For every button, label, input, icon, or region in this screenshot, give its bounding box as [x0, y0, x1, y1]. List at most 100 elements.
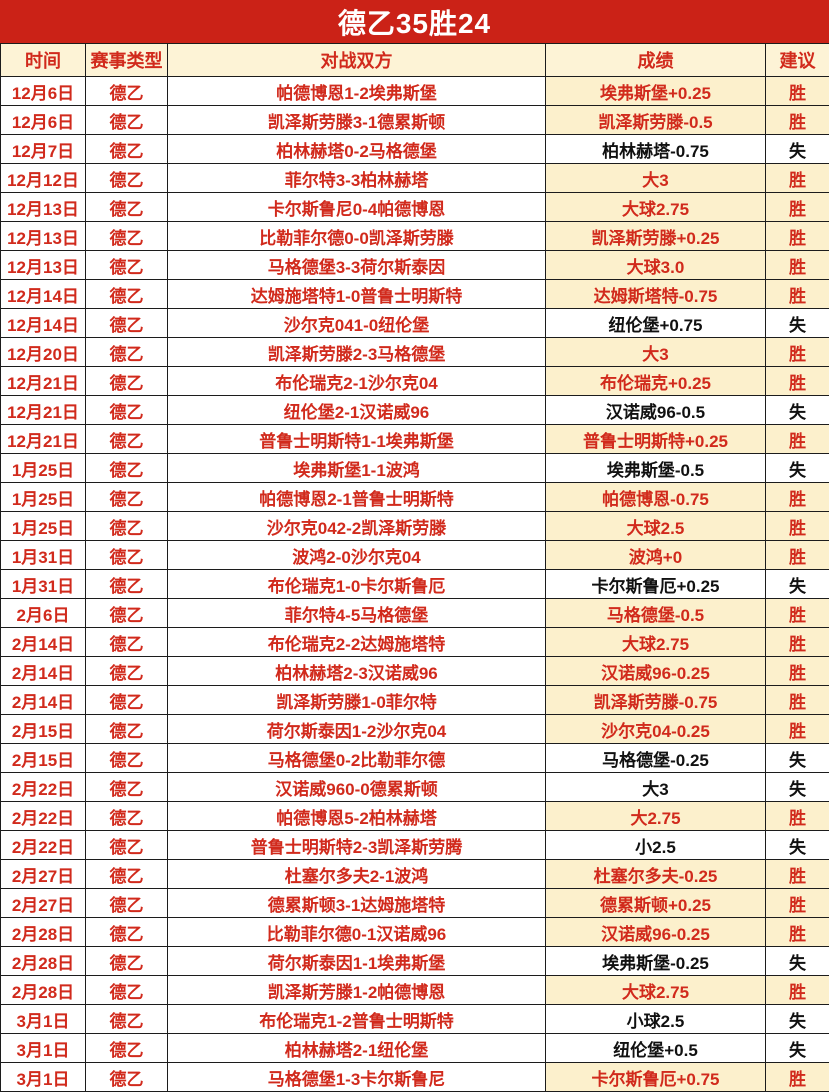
match-cell: 马格德堡0-2比勒菲尔德 [168, 744, 546, 773]
date-cell: 1月31日 [1, 541, 86, 570]
verdict-cell: 胜 [766, 222, 829, 251]
result-cell: 波鸿+0 [546, 541, 766, 570]
date-cell: 2月28日 [1, 947, 86, 976]
league-cell: 德乙 [86, 512, 168, 541]
league-cell: 德乙 [86, 77, 168, 106]
date-cell: 3月1日 [1, 1034, 86, 1063]
result-cell: 大球2.5 [546, 512, 766, 541]
match-cell: 沙尔克042-2凯泽斯劳滕 [168, 512, 546, 541]
result-cell: 大3 [546, 338, 766, 367]
match-cell: 普鲁士明斯特1-1埃弗斯堡 [168, 425, 546, 454]
match-cell: 帕德博恩2-1普鲁士明斯特 [168, 483, 546, 512]
result-cell: 埃弗斯堡-0.25 [546, 947, 766, 976]
result-cell: 凯泽斯劳滕+0.25 [546, 222, 766, 251]
match-cell: 柏林赫塔0-2马格德堡 [168, 135, 546, 164]
result-cell: 汉诺威96-0.25 [546, 657, 766, 686]
match-cell: 布伦瑞克1-2普鲁士明斯特 [168, 1005, 546, 1034]
column-header-league: 赛事类型 [86, 44, 168, 77]
match-cell: 柏林赫塔2-1纽伦堡 [168, 1034, 546, 1063]
result-cell: 杜塞尔多夫-0.25 [546, 860, 766, 889]
match-cell: 菲尔特4-5马格德堡 [168, 599, 546, 628]
date-cell: 2月28日 [1, 918, 86, 947]
match-cell: 凯泽斯劳滕2-3马格德堡 [168, 338, 546, 367]
league-cell: 德乙 [86, 744, 168, 773]
league-cell: 德乙 [86, 889, 168, 918]
result-cell: 布伦瑞克+0.25 [546, 367, 766, 396]
verdict-cell: 失 [766, 309, 829, 338]
verdict-cell: 胜 [766, 541, 829, 570]
date-cell: 3月1日 [1, 1005, 86, 1034]
result-cell: 达姆斯塔特-0.75 [546, 280, 766, 309]
verdict-cell: 胜 [766, 106, 829, 135]
result-cell: 卡尔斯鲁厄+0.25 [546, 570, 766, 599]
verdict-cell: 胜 [766, 599, 829, 628]
result-cell: 大3 [546, 164, 766, 193]
page-title: 德乙35胜24 [338, 2, 491, 42]
verdict-cell: 失 [766, 773, 829, 802]
verdict-cell: 胜 [766, 425, 829, 454]
result-cell: 纽伦堡+0.5 [546, 1034, 766, 1063]
match-cell: 杜塞尔多夫2-1波鸿 [168, 860, 546, 889]
verdict-cell: 失 [766, 570, 829, 599]
date-cell: 1月25日 [1, 512, 86, 541]
date-cell: 1月25日 [1, 483, 86, 512]
verdict-cell: 胜 [766, 686, 829, 715]
date-cell: 12月13日 [1, 222, 86, 251]
verdict-cell: 胜 [766, 889, 829, 918]
result-cell: 小2.5 [546, 831, 766, 860]
match-cell: 马格德堡3-3荷尔斯泰因 [168, 251, 546, 280]
verdict-cell: 胜 [766, 251, 829, 280]
league-cell: 德乙 [86, 396, 168, 425]
result-cell: 凯泽斯劳滕-0.5 [546, 106, 766, 135]
league-cell: 德乙 [86, 715, 168, 744]
league-cell: 德乙 [86, 193, 168, 222]
date-cell: 2月22日 [1, 831, 86, 860]
results-table: 时间 赛事类型 对战双方 成绩 建议 12月6日德乙帕德博恩1-2埃弗斯堡埃弗斯… [0, 43, 829, 1092]
date-cell: 12月14日 [1, 280, 86, 309]
result-cell: 普鲁士明斯特+0.25 [546, 425, 766, 454]
result-cell: 马格德堡-0.5 [546, 599, 766, 628]
date-cell: 2月27日 [1, 860, 86, 889]
league-cell: 德乙 [86, 454, 168, 483]
date-cell: 2月28日 [1, 976, 86, 1005]
column-header-result: 成绩 [546, 44, 766, 77]
result-cell: 凯泽斯劳滕-0.75 [546, 686, 766, 715]
date-cell: 12月21日 [1, 425, 86, 454]
result-cell: 大球2.75 [546, 628, 766, 657]
league-cell: 德乙 [86, 367, 168, 396]
league-cell: 德乙 [86, 338, 168, 367]
verdict-cell: 胜 [766, 802, 829, 831]
match-cell: 帕德博恩5-2柏林赫塔 [168, 802, 546, 831]
column-header-match: 对战双方 [168, 44, 546, 77]
match-cell: 比勒菲尔德0-1汉诺威96 [168, 918, 546, 947]
match-cell: 德累斯顿3-1达姆施塔特 [168, 889, 546, 918]
column-header-date: 时间 [1, 44, 86, 77]
league-cell: 德乙 [86, 657, 168, 686]
date-cell: 2月14日 [1, 657, 86, 686]
verdict-cell: 胜 [766, 280, 829, 309]
result-cell: 大球3.0 [546, 251, 766, 280]
date-cell: 12月21日 [1, 396, 86, 425]
date-cell: 12月12日 [1, 164, 86, 193]
result-cell: 沙尔克04-0.25 [546, 715, 766, 744]
league-cell: 德乙 [86, 802, 168, 831]
